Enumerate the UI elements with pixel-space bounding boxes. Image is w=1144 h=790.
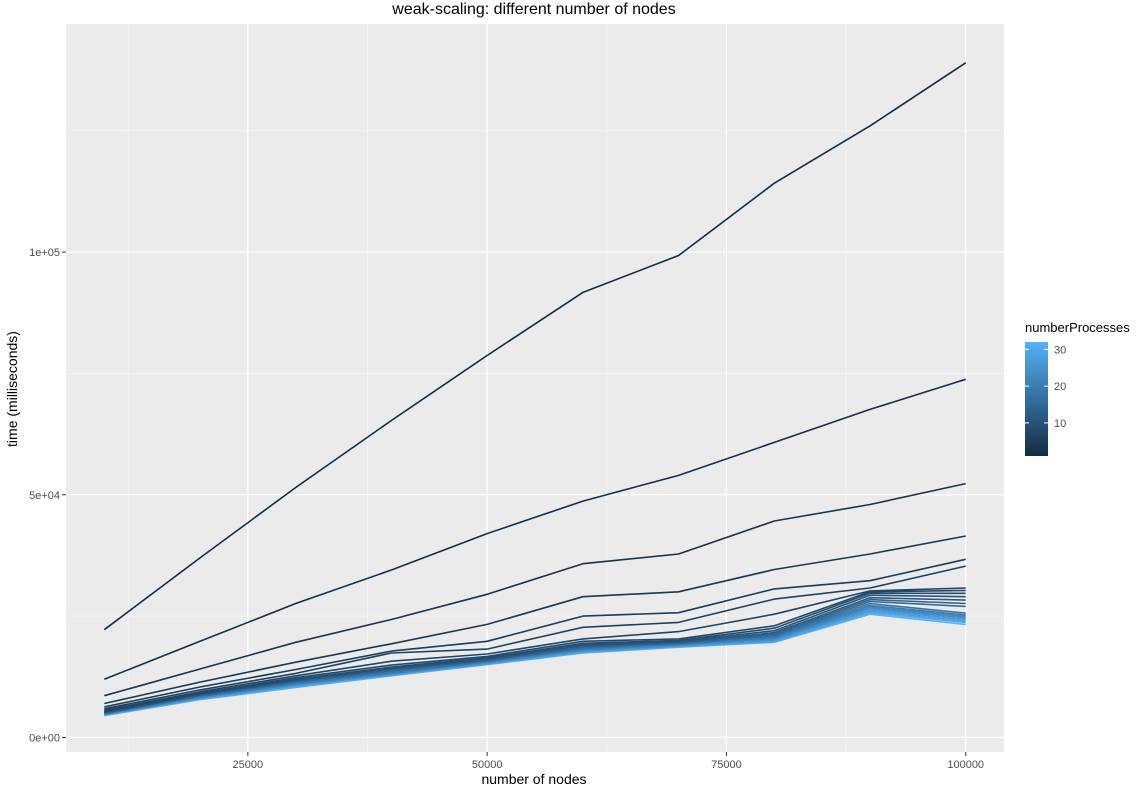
- x-tick-label: 100000: [947, 759, 984, 771]
- series-line: [104, 565, 966, 710]
- legend-tick-label: 30: [1054, 344, 1066, 356]
- legend-tick-label: 10: [1054, 418, 1066, 430]
- series-line: [103, 62, 967, 631]
- series-line: [104, 482, 966, 697]
- major-gridlines: [66, 24, 1004, 752]
- legend-tick-label: 20: [1054, 381, 1066, 393]
- x-tick-label: 25000: [233, 759, 264, 771]
- y-tick-label: 0e+00: [29, 732, 60, 744]
- series-line: [104, 558, 966, 708]
- series-line: [104, 589, 966, 712]
- series-line: [104, 592, 966, 713]
- minor-gridlines: [66, 24, 1004, 752]
- x-axis: 25000 50000 75000 100000: [233, 752, 984, 771]
- x-tick-label: 75000: [711, 759, 742, 771]
- y-tick-label: 5e+04: [29, 490, 60, 502]
- y-axis: 0e+00 5e+04 1e+05: [29, 247, 66, 744]
- series-line: [104, 378, 966, 680]
- plot-panel: [66, 24, 1004, 752]
- x-axis-title: number of nodes: [481, 771, 586, 787]
- y-tick-label: 1e+05: [29, 247, 60, 259]
- series-line: [104, 587, 966, 712]
- x-tick-label: 50000: [472, 759, 503, 771]
- legend: numberProcesses 10 20 30: [1025, 320, 1130, 456]
- series-lines: [103, 62, 967, 717]
- legend-ticks: 10 20 30: [1025, 344, 1066, 430]
- series-line: [104, 535, 966, 705]
- chart-title: weak-scaling: different number of nodes: [391, 1, 675, 18]
- legend-colorbar: [1025, 342, 1048, 456]
- legend-title: numberProcesses: [1025, 320, 1130, 335]
- y-axis-title: time (milliseconds): [4, 331, 20, 447]
